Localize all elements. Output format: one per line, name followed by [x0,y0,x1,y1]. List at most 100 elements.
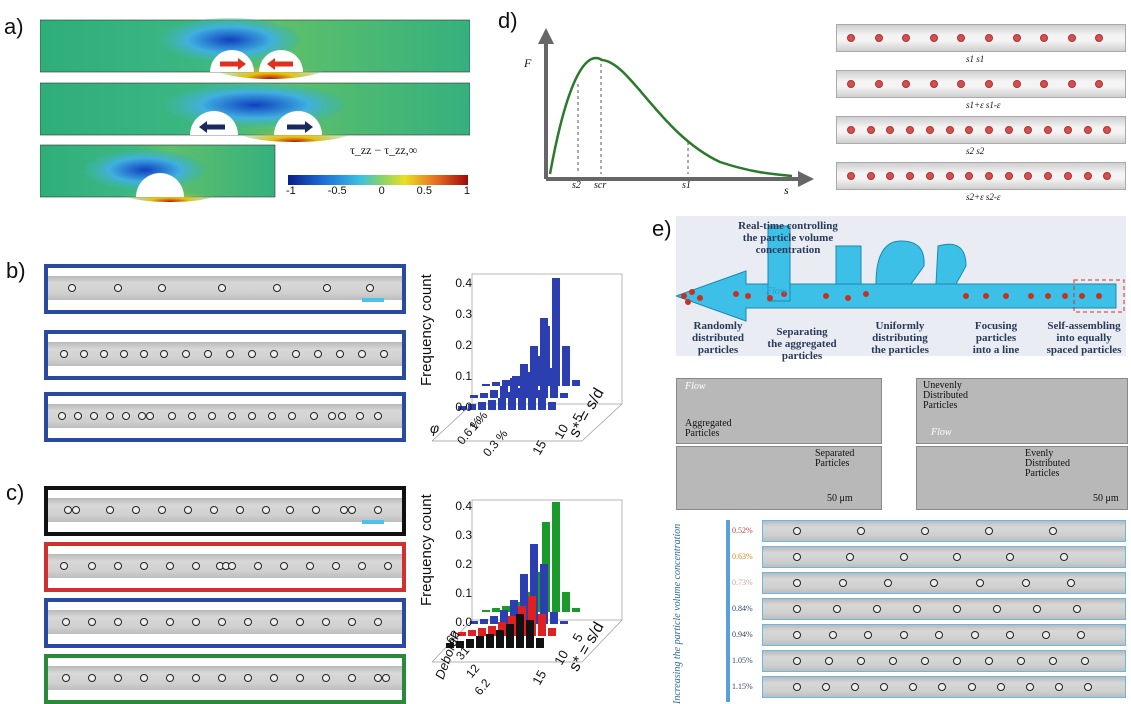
z-tick: 0.0 [455,615,472,629]
bar [520,364,528,398]
bar [518,388,526,410]
micrograph-aggregated: Flow Aggregated Particles [676,378,882,444]
x-marker: s1 [682,180,691,191]
chart-d [538,28,814,187]
micrograph-b1 [44,264,406,314]
colorbar-tick: -1 [286,185,296,197]
micrograph-b3 [44,392,406,442]
bar [482,384,490,386]
bar [500,386,508,398]
side-arrow [726,520,730,702]
bar [470,395,478,398]
panel-label-b: b) [6,258,26,283]
bar [490,390,498,398]
concentration-strip [762,676,1126,698]
colorbar-tick: 1 [463,185,470,197]
concentration-label: 0.73% [732,578,753,587]
z-tick: 0.2 [455,557,472,571]
chart-b [431,273,623,442]
bar [552,278,560,386]
chart-b-zticks: 0.4 0.3 0.2 0.1 0.0 [446,268,472,423]
bar [502,380,510,386]
chart-c-zticks: 0.4 0.3 0.2 0.1 0.0 [446,492,472,637]
channel [48,498,402,522]
x-marker: s2 [572,180,581,191]
bar [510,600,518,624]
bar [540,564,548,624]
micrograph-even: Evenly Distributed Particles 50 μm [916,446,1128,510]
bar [466,639,474,648]
particle-tube [836,162,1126,190]
uneven-label: Unevenly Distributed Particles [923,380,968,411]
z-tick: 0.4 [455,499,472,513]
tube-schematics: s1 s1 s1+ε s1-ε s2 s2 s2+ε s2-ε [836,24,1126,202]
bar [572,608,580,612]
bar [560,621,568,624]
bar [516,614,524,648]
channel [48,610,402,634]
concentration-label: 0.94% [732,630,753,639]
bar [508,392,516,410]
label-random: Randomly distributed particles [692,320,744,356]
concentration-label: 1.15% [732,682,753,691]
bar [528,596,536,636]
bar [470,621,478,624]
bar [562,592,570,612]
concentration-strip [762,624,1126,646]
bar [458,632,466,636]
bar [478,628,486,636]
spacing-label: s2 s2 [966,146,985,156]
bar [538,390,546,410]
bar [480,619,488,624]
bar [528,380,536,410]
label-controlling: Real-time controlling the particle volum… [738,220,838,256]
bar [550,612,558,624]
label-self-assembling: Self-assembling into equally spaced part… [1046,320,1122,356]
concentration-strip [762,572,1126,594]
bar [560,393,568,398]
panel-label-a: a) [4,14,24,39]
spacing-label: s1 s1 [966,54,985,64]
bar [468,404,476,410]
micrograph-uneven: Unevenly Distributed Particles Flow [916,378,1128,444]
chart-b-zlabel: Frequency count [418,274,435,386]
flow-label: Flow [685,381,706,392]
bar [520,574,528,624]
micrograph-c3 [44,598,406,648]
micrograph-b2 [44,330,406,380]
chart-b-ylabel: φ [430,420,440,436]
scale-bar [362,520,384,524]
flow-label: Flow [931,427,952,438]
x-marker: scr [594,180,607,191]
device-schematic [676,216,1126,356]
bar [548,628,556,636]
channel [48,276,402,300]
particle-tube [836,24,1126,52]
even-label: Evenly Distributed Particles [1025,448,1070,479]
bar [456,641,464,648]
scale-label: 50 μm [1093,493,1119,504]
bar [540,318,548,398]
bar [496,630,504,648]
bar [482,610,490,612]
spacing-label: s1+ε s1-ε [966,100,1001,110]
particle-tube [836,116,1126,144]
scale-bar [362,298,384,302]
particle-tube [836,70,1126,98]
concentration-label: 1.05% [732,656,753,665]
channel [48,404,402,428]
spacing-label: s2+ε s2-ε [966,192,1001,202]
channel [48,554,402,578]
flow-label: Flow [766,286,787,297]
panel-label-e: e) [652,216,672,241]
bar [548,402,556,410]
concentration-label: 0.52% [732,526,753,535]
concentration-strip [762,650,1126,672]
colorbar-tick: -0.5 [327,185,347,197]
separated-label: Separated Particles [815,448,855,469]
z-tick: 0.0 [455,400,472,414]
z-tick: 0.3 [455,528,472,542]
bar [488,400,496,410]
colorbar-tick: 0 [378,185,385,197]
bar [562,346,570,386]
